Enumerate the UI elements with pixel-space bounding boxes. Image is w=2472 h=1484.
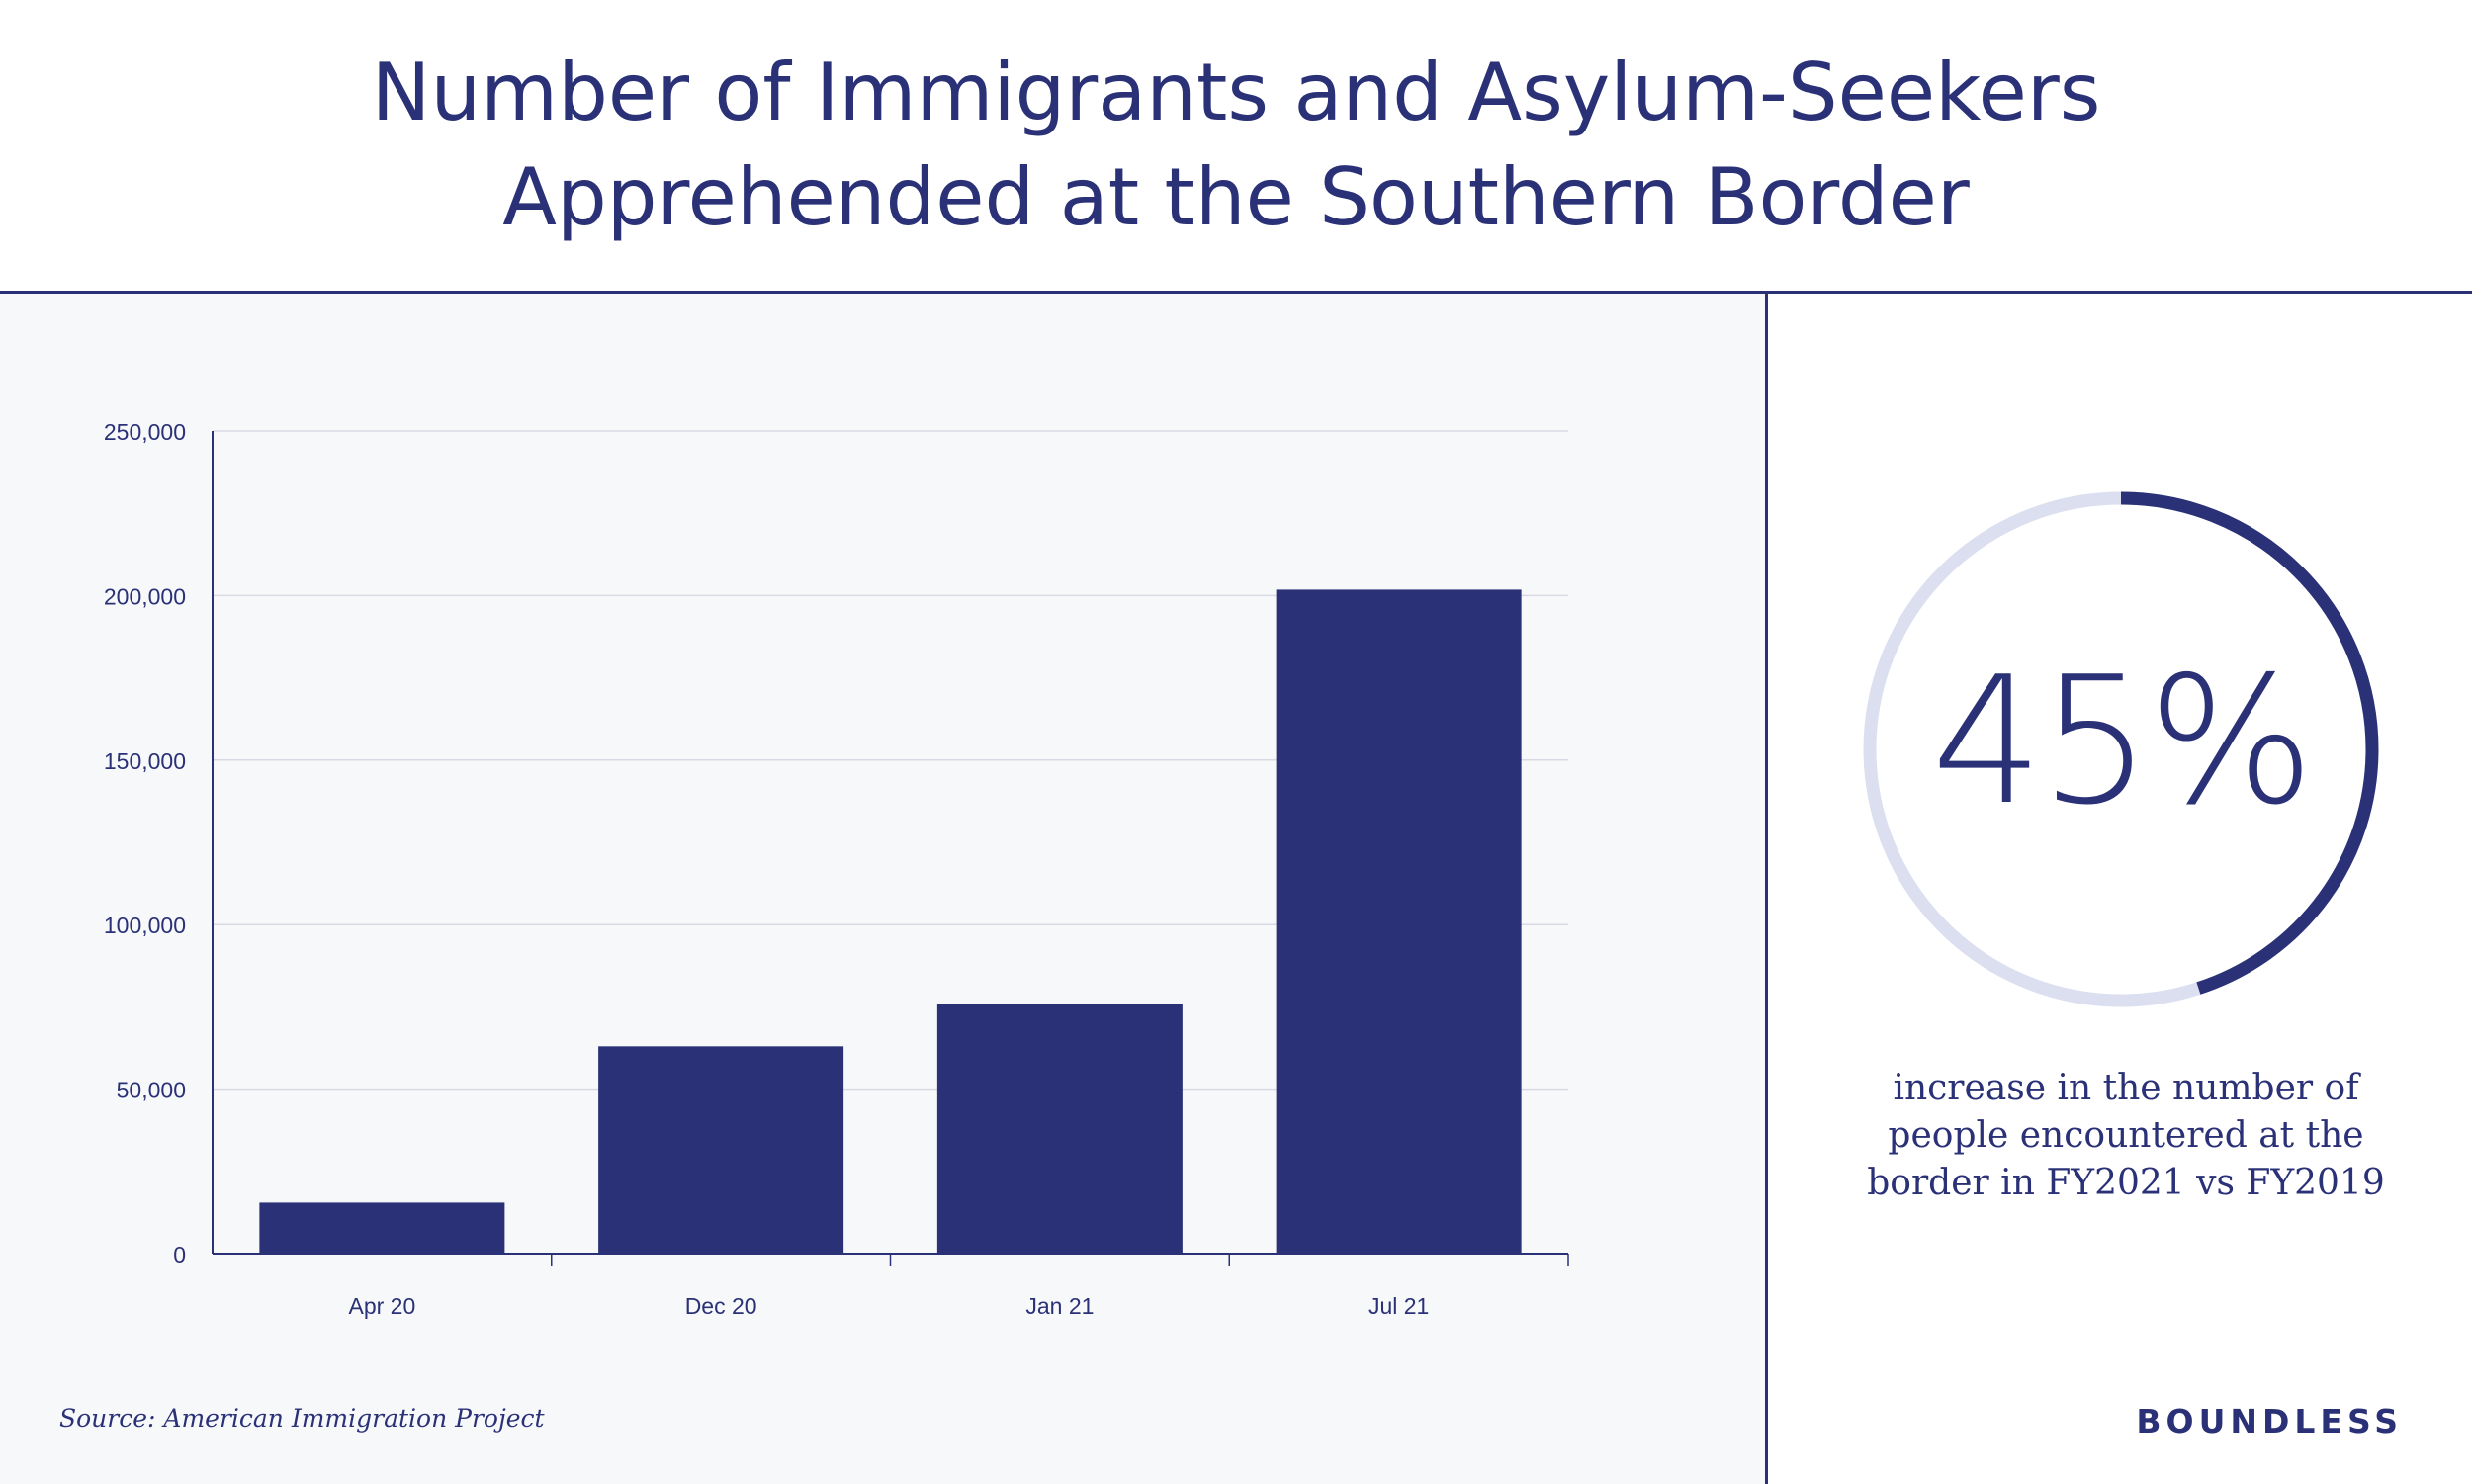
x-tick-label: Jan 21 <box>1025 1293 1094 1319</box>
bar-jul-21 <box>1276 589 1522 1254</box>
y-tick-label: 200,000 <box>104 583 186 609</box>
stat-caption-line-1: increase in the number of <box>1893 1068 2359 1108</box>
boundless-logo: BOUNDLESS <box>2136 1402 2403 1440</box>
bar-dec-20 <box>598 1046 844 1254</box>
bar-chart: 0 50,000 100,000 150,000 200,000 250,000 Apr 2… <box>104 419 1569 1319</box>
source-note: Source: American Immigration Project <box>59 1404 545 1433</box>
stat-caption: increase in the number of people encount… <box>1849 1065 2403 1207</box>
y-tick-label: 100,000 <box>104 913 186 938</box>
x-tick-label: Jul 21 <box>1368 1293 1429 1319</box>
y-tick-label: 0 <box>173 1242 186 1267</box>
ring-fill <box>1863 491 2379 1007</box>
y-tick-label: 250,000 <box>104 419 186 445</box>
bar-apr-20 <box>259 1202 505 1254</box>
x-tick-label: Apr 20 <box>348 1293 415 1319</box>
progress-ring <box>1854 482 2388 1016</box>
chart-title-line-1: Number of Immigrants and Asylum-Seekers <box>371 46 2101 138</box>
header: Number of Immigrants and Asylum-Seekers … <box>0 0 2472 294</box>
chart-title-line-2: Apprehended at the Southern Border <box>502 151 1970 243</box>
bar-jan-21 <box>936 1004 1183 1254</box>
y-tick-label: 150,000 <box>104 748 186 774</box>
stat-percentage: 45% <box>1931 639 2315 843</box>
stat-caption-line-2: people encountered at the <box>1888 1115 2364 1156</box>
x-tick-label: Dec 20 <box>685 1293 757 1319</box>
stat-caption-line-3: border in FY2021 vs FY2019 <box>1867 1163 2385 1203</box>
y-tick-label: 50,000 <box>117 1078 186 1103</box>
